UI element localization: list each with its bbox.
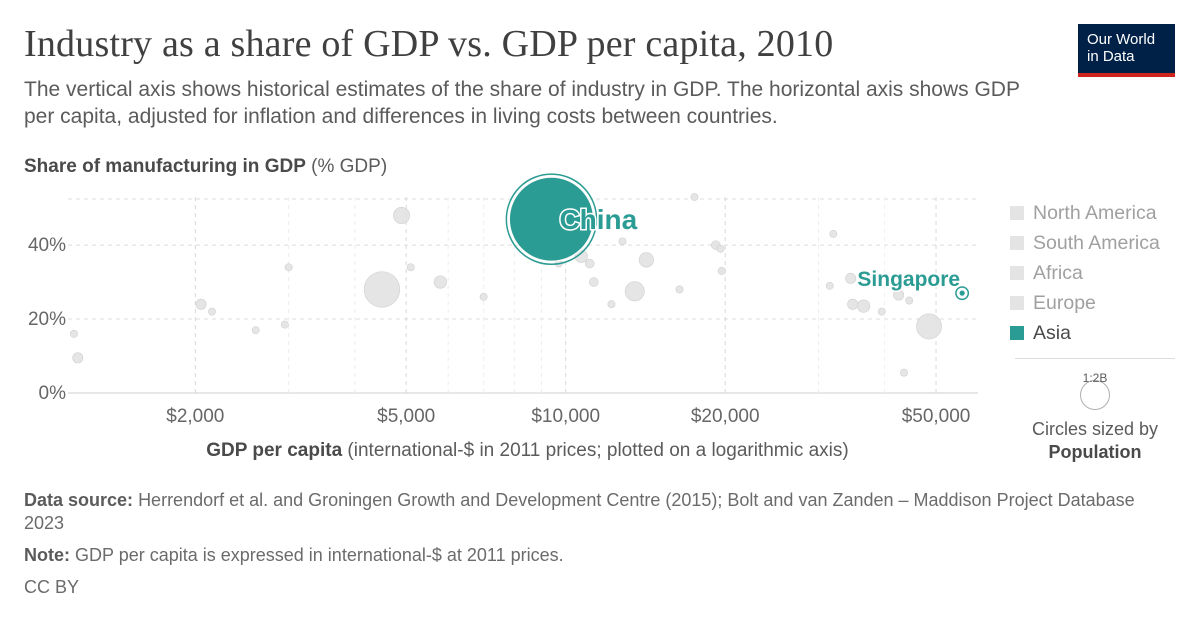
data-point xyxy=(589,277,599,287)
data-point xyxy=(916,313,942,340)
legend-label: Africa xyxy=(1033,261,1083,284)
x-tick-labels: $2,000 $5,000 $10,000 $20,000 $50,000 xyxy=(166,406,970,427)
legend-swatch xyxy=(1010,206,1024,220)
data-point xyxy=(406,263,415,272)
size-legend-variable: Population xyxy=(1048,442,1142,462)
license[interactable]: CC BY xyxy=(24,577,80,597)
data-source-text: Herrendorf et al. and Groningen Growth a… xyxy=(24,490,1135,533)
y-tick-label: 20% xyxy=(28,309,66,330)
y-axis-title-unit: (% GDP) xyxy=(311,156,388,177)
data-point xyxy=(195,298,207,310)
data-point xyxy=(717,267,726,275)
data-point xyxy=(716,244,725,253)
x-tick-label: $2,000 xyxy=(166,406,224,427)
data-point xyxy=(479,292,488,301)
highlight-label: Singapore xyxy=(857,268,960,291)
data-point xyxy=(284,263,293,272)
note: Note: GDP per capita is expressed in int… xyxy=(24,544,1174,567)
note-text: GDP per capita is expressed in internati… xyxy=(75,545,564,565)
data-point xyxy=(363,271,401,308)
data-point xyxy=(618,237,627,246)
data-source-note: Data source: Herrendorf et al. and Groni… xyxy=(24,489,1174,535)
data-point xyxy=(607,300,616,309)
scatter-plot: 0% 20% 40% $2,000 $5,000 $10,000 $20,000 $50,0… xyxy=(28,173,978,427)
data-point xyxy=(393,207,410,224)
y-tick-label: 0% xyxy=(39,383,67,404)
data-point xyxy=(893,289,905,301)
size-legend-caption: Circles sized by xyxy=(1031,419,1159,439)
legend-divider xyxy=(1015,358,1175,359)
size-legend-value: 1:2B xyxy=(1082,371,1108,385)
data-point xyxy=(905,296,914,305)
chart-subtitle: The vertical axis shows historical estim… xyxy=(24,78,1020,128)
legend-swatch xyxy=(1010,326,1024,340)
data-point xyxy=(877,307,886,316)
highlighted-points: China Singapore xyxy=(505,173,970,301)
data-source-label: Data source: xyxy=(24,490,134,510)
data-point xyxy=(825,281,834,290)
legend-label: Europe xyxy=(1033,291,1096,314)
legend-item-south-america[interactable]: South America xyxy=(1010,228,1160,258)
y-tick-labels: 0% 20% 40% xyxy=(28,235,66,404)
data-point xyxy=(675,285,684,294)
data-point xyxy=(638,252,654,268)
data-point xyxy=(574,249,588,263)
owid-logo[interactable]: Our World in Data xyxy=(1078,24,1175,77)
highlight-point xyxy=(958,289,966,297)
x-tick-label: $10,000 xyxy=(531,406,600,427)
data-point xyxy=(690,193,699,201)
highlight-ring xyxy=(505,173,598,266)
region-legend: North America South America Africa Europ… xyxy=(1010,198,1160,348)
y-tick-label: 40% xyxy=(28,235,66,256)
highlight-point xyxy=(508,176,595,262)
logo-line-1: Our World xyxy=(1087,31,1156,48)
chart-title: Industry as a share of GDP vs. GDP per c… xyxy=(24,23,834,65)
legend-item-africa[interactable]: Africa xyxy=(1010,258,1160,288)
x-tick-label: $50,000 xyxy=(902,406,971,427)
size-legend-circle xyxy=(1080,380,1110,410)
legend-swatch xyxy=(1010,266,1024,280)
x-tick-label: $5,000 xyxy=(377,406,435,427)
data-point xyxy=(845,272,857,284)
data-point xyxy=(208,307,216,316)
highlight-label: China xyxy=(559,204,637,235)
legend-item-north-america[interactable]: North America xyxy=(1010,198,1160,228)
data-point xyxy=(624,281,645,302)
data-point xyxy=(584,258,595,269)
y-axis-title: Share of manufacturing in GDP (% GDP) xyxy=(24,156,387,178)
legend-swatch xyxy=(1010,236,1024,250)
data-point xyxy=(433,275,447,289)
x-tick-label: $20,000 xyxy=(691,406,760,427)
legend-swatch xyxy=(1010,296,1024,310)
x-axis-title-bold: GDP per capita xyxy=(206,440,343,461)
size-legend-text: Circles sized by Population xyxy=(1015,418,1175,464)
y-axis-title-bold: Share of manufacturing in GDP xyxy=(24,156,306,177)
data-point xyxy=(251,326,260,335)
data-point xyxy=(847,298,859,310)
highlight-ring xyxy=(955,286,970,301)
legend-label: Asia xyxy=(1033,321,1071,344)
data-point xyxy=(857,299,871,313)
x-axis-title: GDP per capita (international-$ in 2011 … xyxy=(0,440,1055,462)
logo-line-2: in Data xyxy=(1087,48,1135,65)
chart-footer: Data source: Herrendorf et al. and Groni… xyxy=(24,489,1174,608)
note-label: Note: xyxy=(24,545,70,565)
data-point xyxy=(69,329,78,338)
data-point xyxy=(900,368,908,377)
size-legend: 1:2B Circles sized by Population xyxy=(1015,366,1175,464)
legend-label: North America xyxy=(1033,201,1157,224)
data-point xyxy=(280,320,289,329)
data-point xyxy=(829,230,838,238)
legend-item-europe[interactable]: Europe xyxy=(1010,288,1160,318)
x-axis-title-unit: (international-$ in 2011 prices; plotted… xyxy=(347,440,849,461)
grid-layer xyxy=(68,197,978,394)
legend-item-asia[interactable]: Asia xyxy=(1010,318,1160,348)
legend-label: South America xyxy=(1033,231,1160,254)
data-point xyxy=(72,352,84,364)
